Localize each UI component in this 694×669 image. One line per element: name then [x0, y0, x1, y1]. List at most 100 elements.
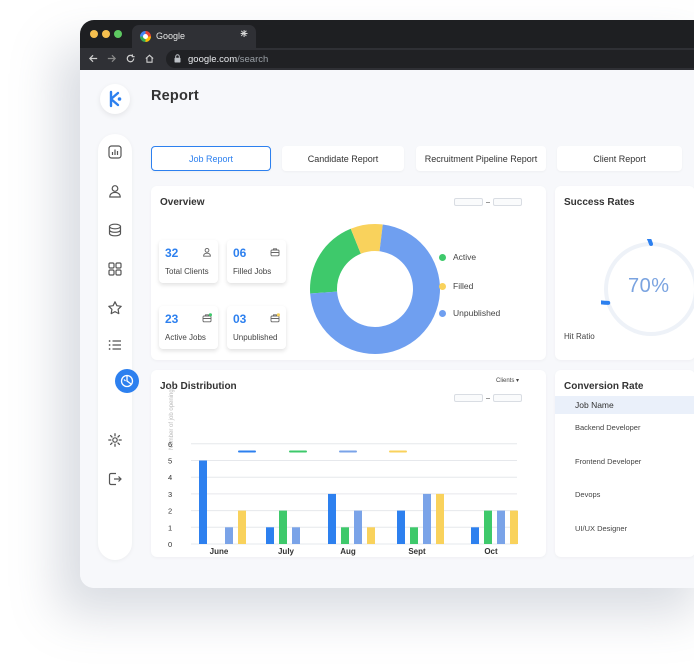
distribution-date-from[interactable] — [454, 394, 483, 402]
tab-recruitment-pipeline-report[interactable]: Recruitment Pipeline Report — [416, 146, 546, 171]
table-row[interactable]: UI/UX Designer — [575, 524, 628, 533]
page-title: Report — [151, 88, 199, 104]
y-tick-label: 1 — [168, 523, 172, 532]
bar[interactable] — [484, 510, 492, 544]
bar[interactable] — [410, 527, 418, 544]
donut-slice-filled[interactable] — [350, 224, 383, 254]
stat-card-filled-jobs[interactable]: 06 Filled Jobs — [227, 240, 286, 283]
new-tab-button[interactable]: + — [240, 25, 249, 41]
donut-slice-active[interactable] — [310, 228, 361, 294]
bar[interactable] — [436, 493, 444, 544]
donut-slice-unpublished[interactable] — [310, 224, 440, 354]
app-container: Report Job Report Candidate Report Recru… — [80, 70, 694, 588]
overview-date-from[interactable] — [454, 198, 483, 206]
legend-label: Unpublished — [453, 308, 501, 318]
x-tick-label: Aug — [340, 547, 356, 556]
x-tick-label: June — [210, 547, 229, 556]
stat-value: 03 — [233, 312, 247, 326]
bar[interactable] — [397, 510, 405, 544]
legend-label: Active — [453, 252, 477, 262]
date-range-separator — [486, 398, 490, 399]
lock-icon — [174, 54, 181, 63]
bar[interactable] — [279, 510, 287, 544]
legend-item-unpublished: Unpublished — [439, 308, 501, 318]
user-icon[interactable] — [107, 183, 123, 199]
bar[interactable] — [367, 527, 375, 544]
tab-job-report[interactable]: Job Report — [151, 146, 271, 171]
conversion-rate-card: Conversion Rate Job Name Backend Develop… — [555, 370, 694, 557]
bar[interactable] — [328, 493, 336, 544]
bar[interactable] — [354, 510, 362, 544]
bar[interactable] — [510, 510, 518, 544]
forward-arrow-icon[interactable] — [106, 53, 117, 64]
stat-card-total-clients[interactable]: 32 Total Clients — [159, 240, 218, 283]
bar[interactable] — [423, 493, 431, 544]
bar[interactable] — [238, 510, 246, 544]
tab-client-report[interactable]: Client Report — [557, 146, 682, 171]
legend-label: Filled — [453, 281, 474, 291]
bar[interactable] — [341, 527, 349, 544]
date-range-separator — [486, 202, 490, 203]
bar[interactable] — [225, 527, 233, 544]
tab-close-icon[interactable]: ✕ — [239, 29, 248, 40]
tab-candidate-report[interactable]: Candidate Report — [282, 146, 404, 171]
briefcase-icon — [270, 248, 280, 257]
stat-card-active-jobs[interactable]: 23 Active Jobs — [159, 306, 218, 349]
distribution-date-to[interactable] — [493, 394, 522, 402]
briefcase-check-icon — [202, 313, 212, 323]
logout-icon[interactable] — [107, 471, 123, 487]
stat-value: 23 — [165, 312, 179, 326]
browser-toolbar: google.com/search — [80, 48, 694, 70]
list-icon[interactable] — [107, 337, 123, 353]
grid-icon[interactable] — [107, 261, 123, 277]
series-indicator[interactable] — [339, 450, 357, 453]
bar[interactable] — [199, 460, 207, 545]
success-rates-card: Success Rates 70% Hit Ratio — [555, 186, 694, 360]
bar[interactable] — [292, 527, 300, 544]
url-host: google.com — [188, 54, 238, 65]
series-indicator[interactable] — [289, 450, 307, 453]
job-distribution-card: Job Distribution Clients ▾ Number of job… — [151, 370, 546, 557]
star-icon[interactable] — [107, 300, 123, 316]
app-logo[interactable] — [100, 84, 130, 114]
table-row[interactable]: Frontend Developer — [575, 457, 642, 466]
sidebar-item-report[interactable] — [115, 369, 139, 393]
series-indicator[interactable] — [389, 450, 407, 453]
table-row[interactable]: Backend Developer — [575, 423, 641, 432]
success-rates-title: Success Rates — [564, 197, 635, 208]
minimize-window-button[interactable] — [102, 30, 110, 38]
conversion-table-header: Job Name — [555, 396, 694, 414]
reload-icon[interactable] — [125, 53, 136, 64]
stat-value: 06 — [233, 246, 247, 260]
overview-donut-chart — [310, 224, 440, 354]
stat-label: Total Clients — [165, 267, 209, 276]
bar[interactable] — [266, 527, 274, 544]
browser-tab[interactable]: Google ✕ — [132, 25, 256, 48]
hit-ratio-gauge — [601, 239, 694, 336]
home-icon[interactable] — [144, 53, 155, 64]
url-text: google.com/search — [188, 54, 268, 65]
close-window-button[interactable] — [90, 30, 98, 38]
stat-label: Active Jobs — [165, 333, 206, 342]
x-tick-label: July — [278, 547, 295, 556]
bar[interactable] — [497, 510, 505, 544]
bar[interactable] — [471, 527, 479, 544]
database-icon[interactable] — [107, 222, 123, 238]
settings-icon[interactable] — [107, 432, 123, 448]
table-row[interactable]: Devops — [575, 490, 601, 499]
address-bar[interactable]: google.com/search — [166, 50, 694, 68]
x-tick-label: Sept — [408, 547, 426, 556]
maximize-window-button[interactable] — [114, 30, 122, 38]
overview-date-to[interactable] — [493, 198, 522, 206]
series-indicator[interactable] — [238, 450, 256, 453]
job-name-column-header: Job Name — [575, 400, 614, 410]
clients-dropdown[interactable]: Clients ▾ — [496, 378, 520, 384]
job-distribution-title: Job Distribution — [160, 381, 237, 392]
briefcase-alert-icon — [270, 313, 280, 323]
sidebar-nav — [98, 134, 132, 560]
stat-card-unpublished[interactable]: 03 Unpublished — [227, 306, 286, 349]
analytics-icon[interactable] — [107, 144, 123, 160]
back-arrow-icon[interactable] — [88, 53, 99, 64]
brand-logo-icon — [109, 90, 122, 108]
